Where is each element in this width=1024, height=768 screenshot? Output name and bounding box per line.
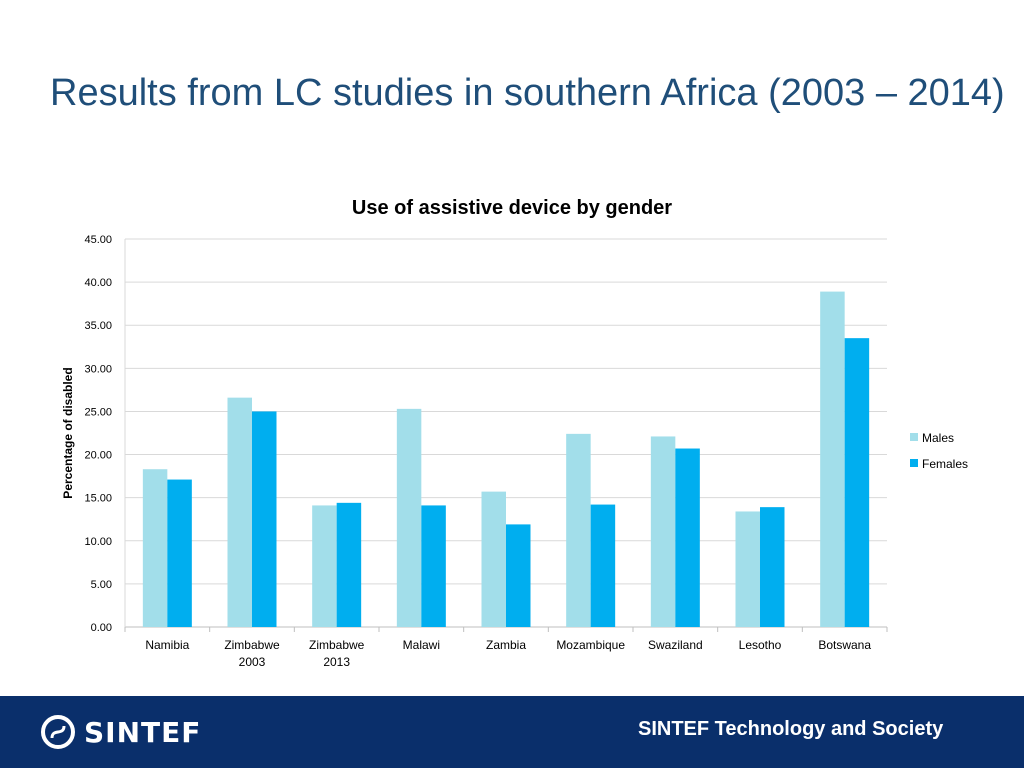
y-axis-ticks: 0.00 5.00 10.00 15.00 20.00 25.00 30.00 35.00 40…: [84, 234, 112, 634]
x-tick-label: Botswana: [818, 638, 871, 652]
x-tick-label: Zambia: [486, 638, 526, 652]
y-tick-label: 25.00: [84, 406, 112, 418]
y-axis-label: Percentage of disabled: [61, 367, 75, 498]
x-tick-label: Mozambique: [556, 638, 625, 652]
logo-text: SINTEF: [84, 715, 202, 749]
sintef-logo: SINTEF: [40, 714, 201, 750]
y-tick-label: 10.00: [84, 536, 112, 548]
x-tick-label-line: 2013: [323, 655, 350, 669]
x-tick-label: Swaziland: [648, 638, 703, 652]
bar-females: [675, 448, 700, 627]
x-tick-label-line: Malawi: [403, 638, 440, 652]
y-tick-label: 15.00: [84, 493, 112, 505]
bar-females: [252, 411, 277, 627]
bar-males: [227, 397, 252, 627]
legend-swatch-males: [910, 433, 918, 441]
x-tick-label-line: 2003: [239, 655, 266, 669]
y-tick-label: 40.00: [84, 277, 112, 289]
slide-title: Results from LC studies in southern Afri…: [50, 72, 1005, 114]
bar-females: [506, 524, 531, 627]
y-tick-label: 45.00: [84, 234, 112, 246]
footer-bar: SINTEF SINTEF Technology and Society: [0, 696, 1024, 768]
y-tick-label: 5.00: [91, 579, 112, 591]
x-tick-label: Zimbabwe 2003: [224, 638, 280, 669]
legend-label-females: Females: [922, 457, 968, 471]
legend: Males Females: [910, 431, 968, 471]
bar-males: [735, 511, 760, 627]
x-tick-label-line: Lesotho: [739, 638, 782, 652]
bar-males: [312, 505, 337, 627]
bar-males: [142, 469, 168, 627]
x-tick-label-line: Zimbabwe: [309, 638, 365, 652]
bar-females: [167, 479, 192, 627]
x-tick-label: Namibia: [145, 638, 189, 652]
bars: [142, 291, 870, 627]
y-tick-label: 30.00: [84, 363, 112, 375]
y-tick-label: 0.00: [91, 622, 112, 634]
legend-swatch-females: [910, 459, 918, 467]
bar-males: [820, 291, 845, 627]
bar-females: [590, 504, 616, 627]
x-tick-label-line: Mozambique: [556, 638, 625, 652]
bar-males: [650, 436, 676, 627]
y-tick-label: 35.00: [84, 320, 112, 332]
x-tick-label-line: Zimbabwe: [224, 638, 280, 652]
x-tick-label-line: Botswana: [818, 638, 871, 652]
organization-name: SINTEF Technology and Society: [638, 718, 944, 740]
bar-males: [481, 491, 506, 627]
bar-females: [336, 502, 362, 627]
bar-males: [566, 433, 591, 627]
sintef-logo-icon: [41, 715, 75, 749]
legend-label-males: Males: [922, 431, 954, 445]
y-tick-label: 20.00: [84, 450, 112, 462]
chart-title: Use of assistive device by gender: [352, 197, 672, 219]
bar-females: [760, 507, 785, 627]
x-tick-label-line: Zambia: [486, 638, 526, 652]
x-tick-label-line: Swaziland: [648, 638, 703, 652]
x-tick-label-line: Namibia: [145, 638, 189, 652]
x-tick-label: Lesotho: [739, 638, 782, 652]
bar-females: [844, 338, 870, 627]
x-tick-label: Malawi: [403, 638, 440, 652]
bar-females: [421, 505, 446, 627]
x-tick-label: Zimbabwe 2013: [309, 638, 365, 669]
bar-males: [396, 408, 422, 627]
bar-chart: Use of assistive device by gender 0.00 5.…: [61, 197, 968, 669]
x-axis-ticks: Namibia Zimbabwe 2003 Zimbabwe 2013 Malawi Zam…: [124, 627, 888, 669]
